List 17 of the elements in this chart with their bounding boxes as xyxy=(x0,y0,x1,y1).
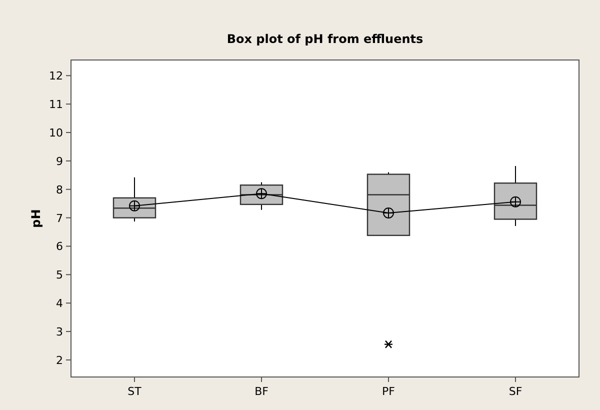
y-tick-label: 8 xyxy=(56,183,63,196)
y-tick-label: 5 xyxy=(56,268,63,282)
y-tick-label: 4 xyxy=(56,297,63,310)
x-tick-label: BF xyxy=(254,385,268,398)
y-axis-title: pH xyxy=(29,209,43,228)
y-tick-label: 6 xyxy=(56,240,63,254)
y-tick-label: 7 xyxy=(56,212,63,225)
y-tick-label: 3 xyxy=(56,326,63,339)
x-tick-label: ST xyxy=(128,385,142,398)
y-tick-label: 9 xyxy=(56,154,63,168)
y-tick-label: 11 xyxy=(49,98,63,112)
y-tick-label: 12 xyxy=(49,70,63,83)
y-tick-label: 10 xyxy=(49,126,63,140)
x-tick-label: PF xyxy=(382,385,395,398)
y-tick-label: 2 xyxy=(56,354,63,367)
x-tick-label: SF xyxy=(508,385,522,398)
chart-title: Box plot of pH from effluents xyxy=(226,32,424,46)
